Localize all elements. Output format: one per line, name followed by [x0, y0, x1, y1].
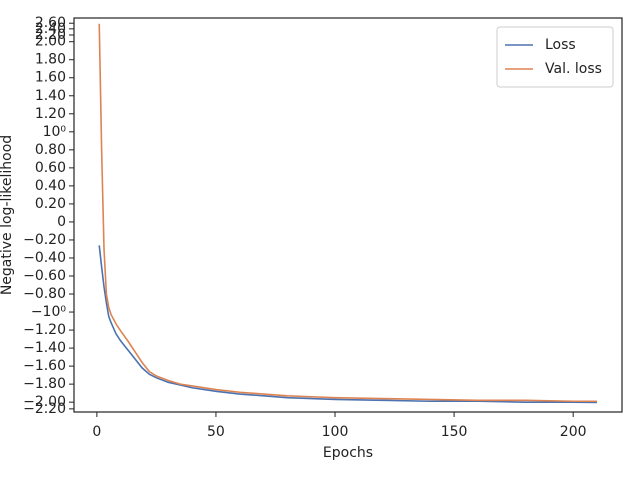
y-tick-label: 0.40 [35, 178, 66, 194]
y-tick-label: 0.60 [35, 160, 66, 176]
y-tick-label: −2.00 [23, 394, 66, 410]
y-tick-label: −0.40 [23, 250, 66, 266]
y-tick-label: 0.80 [35, 142, 66, 158]
y-tick-label: 0.20 [35, 196, 66, 212]
y-tick-label: −0.60 [23, 268, 66, 284]
y-tick-label: 1.60 [35, 70, 66, 86]
y-tick-label: −2.20 [23, 401, 66, 417]
y-tick-label: −0.20 [23, 232, 66, 248]
y-tick-label: 10⁰ [43, 124, 67, 140]
legend-label: Val. loss [545, 61, 602, 77]
x-tick-label: 0 [92, 424, 101, 440]
legend-label: Loss [545, 37, 576, 53]
y-tick-label: −10⁰ [31, 304, 67, 320]
y-tick-label: 1.20 [35, 106, 66, 122]
y-tick-label: 0 [57, 214, 66, 230]
y-tick-label: −1.60 [23, 358, 66, 374]
line-series [98, 23, 597, 403]
x-tick-label: 200 [560, 424, 587, 440]
y-tick-label: −1.20 [23, 322, 66, 338]
y-axis-label: Negative log-likelihood [0, 135, 15, 295]
plot-frame [73, 17, 623, 413]
y-tick-label: −0.80 [23, 286, 66, 302]
legend-box [496, 26, 614, 88]
y-tick-label: 2.60 [35, 15, 66, 31]
line-series [98, 245, 598, 404]
y-tick-label: 1.80 [35, 52, 66, 68]
x-tick-label: 100 [322, 424, 349, 440]
y-tick-label: −1.80 [23, 376, 66, 392]
x-tick-label: 50 [207, 424, 225, 440]
y-tick-label: 2.00 [35, 34, 66, 50]
y-tick-label: 2.20 [35, 27, 66, 43]
y-tick-label: 2.40 [35, 21, 66, 37]
x-tick-label: 150 [441, 424, 468, 440]
y-tick-label: −1.40 [23, 340, 66, 356]
y-tick-label: 1.40 [35, 88, 66, 104]
x-axis-label: Epochs [323, 445, 373, 461]
